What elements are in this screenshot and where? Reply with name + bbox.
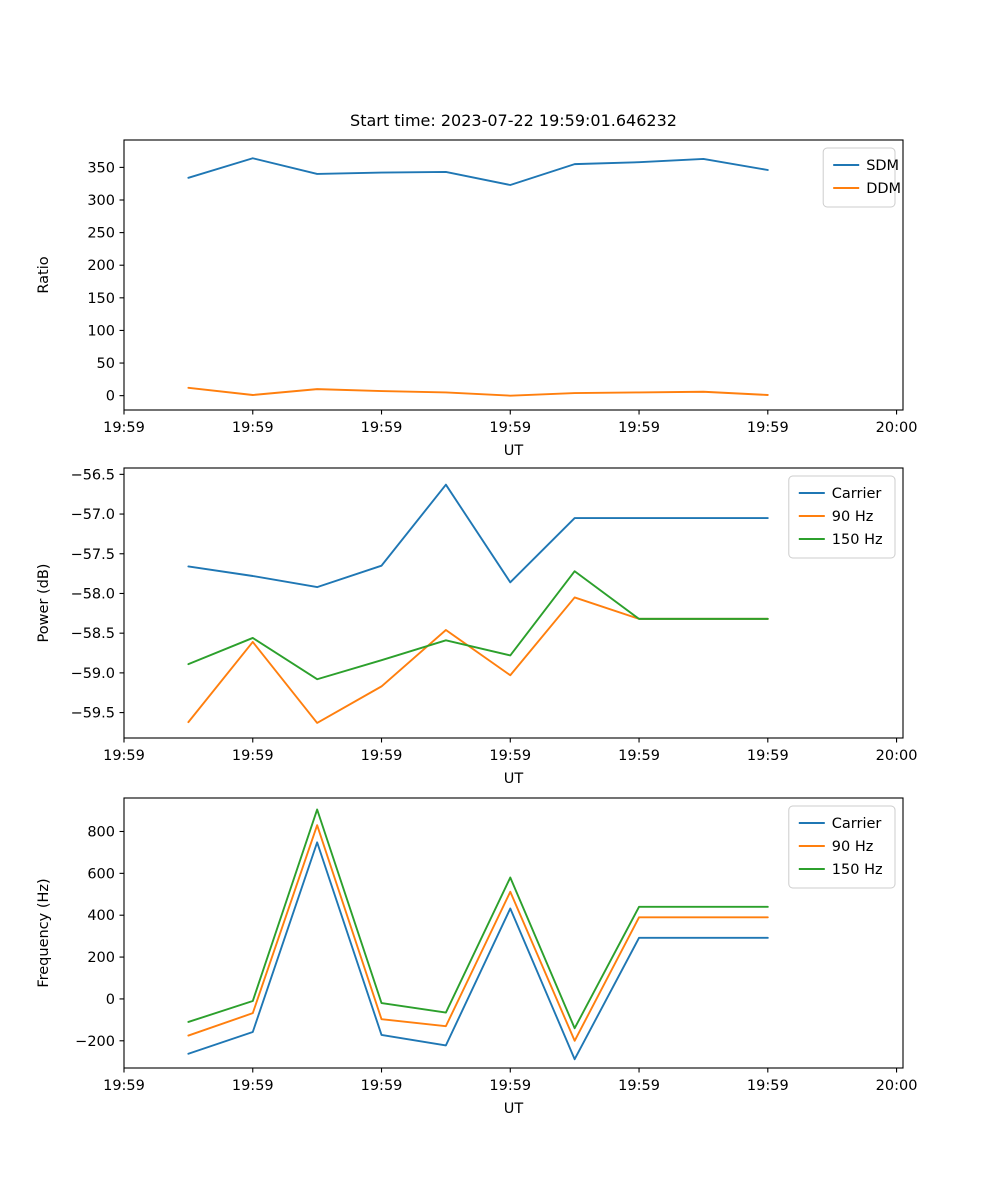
y-tick-label: −200: [75, 1034, 115, 1050]
legend-label-carrier: Carrier: [832, 816, 882, 832]
legend-label-90-hz: 90 Hz: [832, 509, 874, 525]
x-tick-label: 19:59: [232, 420, 274, 436]
ratio-panel-canvas: Start time: 2023-07-22 19:59:01.646232 0 5…: [36, 111, 918, 459]
x-tick-label: 19:59: [361, 420, 403, 436]
x-tick-label: 19:59: [103, 420, 145, 436]
subplot-ratio: Start time: 2023-07-22 19:59:01.646232 0 5…: [0, 0, 1000, 460]
legend-label-sdm: SDM: [866, 158, 899, 174]
frequency-panel-canvas: −200 0 200 400 600 800 19:59 19:59 19:59 19:59 19:…: [36, 797, 918, 1117]
x-tick-label: 19:59: [103, 1078, 145, 1094]
x-tick-label: 20:00: [876, 1078, 918, 1094]
x-axis-label: UT: [504, 443, 524, 459]
x-tick-label: 19:59: [618, 748, 660, 764]
legend-label-150-hz: 150 Hz: [832, 862, 883, 878]
y-tick-label: 200: [87, 258, 115, 274]
subplot-frequency: −200 0 200 400 600 800 19:59 19:59 19:59 19:59 19:…: [0, 790, 1000, 1200]
x-tick-label: 19:59: [232, 748, 274, 764]
legend-label-90-hz: 90 Hz: [832, 839, 874, 855]
y-tick-label: 800: [87, 824, 115, 840]
x-tick-label: 19:59: [361, 748, 403, 764]
series-line-90-hz: [187, 824, 769, 1042]
x-axis-label: UT: [504, 771, 524, 787]
axes-frame: [123, 467, 904, 739]
x-tick-label: 19:59: [618, 1078, 660, 1094]
y-tick-label: 50: [97, 356, 115, 372]
y-tick-label: −57.5: [71, 547, 115, 563]
y-tick-label: 350: [87, 160, 115, 176]
y-tick-label: 0: [106, 992, 115, 1008]
x-tick-label: 19:59: [747, 1078, 789, 1094]
subplot-power: −59.5 −59.0 −58.5 −58.0 −57.5 −57.0 −56.5 19:59…: [0, 460, 1000, 790]
series-line-carrier: [187, 483, 769, 589]
series-line-carrier: [187, 841, 769, 1061]
y-tick-label: 400: [87, 908, 115, 924]
series-line-90-hz: [187, 596, 769, 724]
x-tick-label: 19:59: [103, 748, 145, 764]
x-tick-label: 20:00: [876, 748, 918, 764]
series-line-150-hz: [187, 808, 769, 1030]
x-tick-label: 19:59: [747, 748, 789, 764]
x-tick-label: 19:59: [747, 420, 789, 436]
x-axis-label: UT: [504, 1101, 524, 1117]
legend-label-150-hz: 150 Hz: [832, 532, 883, 548]
axes-frame: [123, 139, 904, 411]
y-axis-label: Frequency (Hz): [36, 878, 52, 987]
legend: [788, 805, 896, 889]
y-tick-label: −56.5: [71, 467, 115, 483]
figure-title: Start time: 2023-07-22 19:59:01.646232: [350, 111, 677, 130]
y-tick-label: −59.0: [71, 666, 115, 682]
y-tick-label: −58.0: [71, 586, 115, 602]
y-tick-label: 200: [87, 950, 115, 966]
y-tick-label: 300: [87, 193, 115, 209]
legend: [822, 147, 896, 208]
legend: [788, 475, 896, 559]
series-line-150-hz: [187, 570, 769, 681]
y-tick-label: −59.5: [71, 706, 115, 722]
y-tick-label: 150: [87, 291, 115, 307]
y-tick-label: −58.5: [71, 626, 115, 642]
x-tick-label: 19:59: [489, 420, 531, 436]
x-tick-label: 19:59: [489, 748, 531, 764]
axes-frame: [123, 797, 904, 1069]
x-tick-label: 20:00: [876, 420, 918, 436]
y-tick-label: −57.0: [71, 507, 115, 523]
y-axis-label: Power (dB): [36, 564, 52, 643]
y-tick-label: 250: [87, 226, 115, 242]
x-tick-label: 19:59: [489, 1078, 531, 1094]
legend-label-carrier: Carrier: [832, 486, 882, 502]
y-tick-label: 0: [106, 389, 115, 405]
x-tick-label: 19:59: [361, 1078, 403, 1094]
y-tick-label: 600: [87, 866, 115, 882]
legend-label-ddm: DDM: [866, 181, 901, 197]
x-tick-label: 19:59: [232, 1078, 274, 1094]
series-line-sdm: [187, 157, 769, 186]
y-axis-label: Ratio: [36, 256, 52, 293]
power-panel-canvas: −59.5 −59.0 −58.5 −58.0 −57.5 −57.0 −56.5 19:59…: [36, 467, 918, 787]
series-line-ddm: [187, 386, 769, 397]
x-tick-label: 19:59: [618, 420, 660, 436]
y-tick-label: 100: [87, 323, 115, 339]
